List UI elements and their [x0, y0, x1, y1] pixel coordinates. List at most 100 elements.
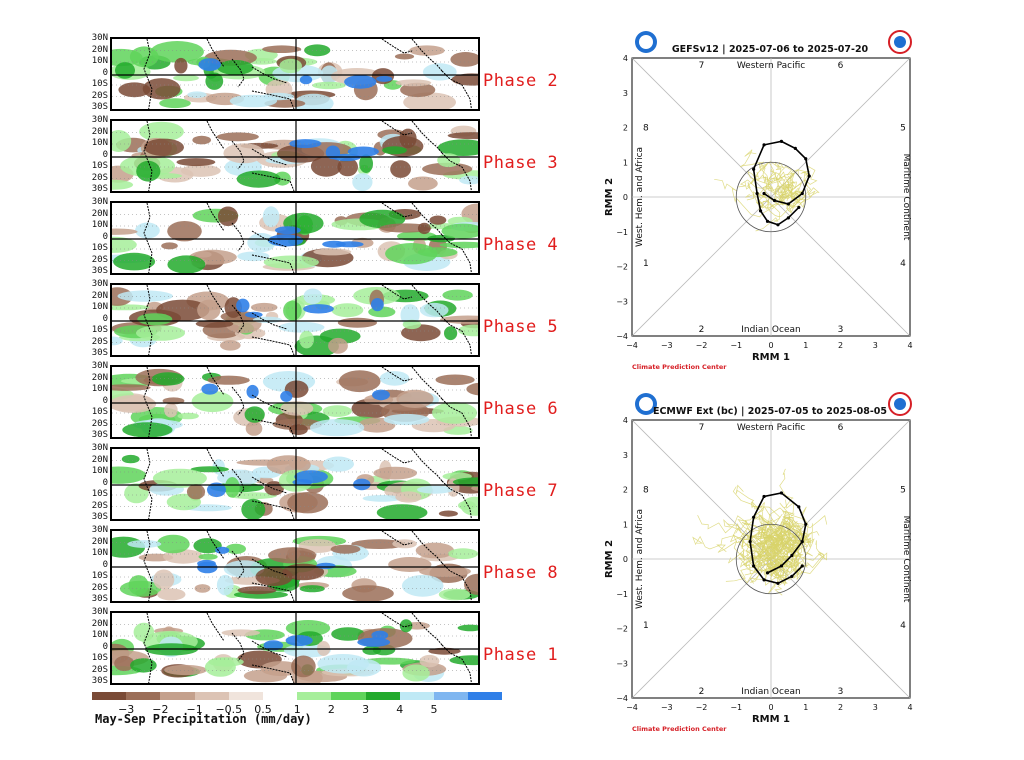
trajectory-point [779, 491, 784, 495]
phase-number: 7 [699, 423, 705, 433]
precip-anomaly-region [352, 173, 373, 191]
coastline [381, 449, 413, 464]
colorbar-tick-label: 4 [396, 703, 404, 716]
precip-anomaly-region [408, 176, 438, 191]
trajectory-point [779, 564, 784, 568]
precip-anomaly-region [402, 319, 422, 330]
region-label-bottom: Indian Ocean [741, 325, 800, 335]
colorbar-tick-label: −0.5 [215, 703, 243, 716]
phase-label: Phase 4 [483, 235, 559, 255]
phase-number: 2 [699, 325, 705, 335]
precip-anomaly-region [244, 406, 265, 423]
trajectory-point [772, 198, 777, 203]
precip-anomaly-region [325, 145, 341, 160]
precip-anomaly-region [193, 538, 222, 554]
precip-anomaly-region [262, 45, 302, 53]
latitude-label: 20N [91, 290, 108, 301]
latitude-label: 20S [91, 500, 108, 511]
coastline [381, 367, 413, 382]
precip-anomaly-region [459, 175, 478, 185]
x-tick-label: −1 [730, 703, 742, 712]
coastline [143, 39, 153, 109]
latitude-label: 10N [91, 138, 108, 148]
precip-anomaly-region [292, 479, 313, 486]
ensemble-member-line [770, 519, 791, 561]
precip-anomaly-region [127, 540, 162, 548]
coastline [231, 550, 245, 580]
latitude-label: 0 [102, 313, 108, 324]
amplitude-circle [735, 161, 807, 233]
coastline [411, 39, 443, 72]
precip-anomaly-region [376, 504, 428, 519]
precip-anomaly-region [338, 370, 381, 393]
coastline [381, 531, 413, 546]
colorbar-segment [160, 692, 195, 700]
x-axis-label: RMM 1 [752, 714, 790, 725]
precip-anomaly-region [422, 63, 457, 81]
region-label-left: West. Hem. and Africa [635, 509, 645, 609]
precip-anomaly-region [228, 492, 277, 500]
precip-anomaly-region [278, 321, 325, 333]
precip-anomaly-region [313, 248, 352, 256]
coastline [251, 312, 288, 330]
trajectory-point [786, 216, 790, 220]
precip-anomaly-region [152, 468, 207, 488]
colorbar-segment [194, 692, 229, 700]
precip-anomaly-region [390, 160, 411, 178]
precip-anomaly-region [263, 255, 319, 269]
ensemble-member-line [735, 484, 784, 541]
precip-anomaly-region [346, 658, 381, 677]
phase-label: Phase 8 [483, 563, 559, 583]
latitude-label: 10S [91, 243, 108, 253]
precip-anomaly-region [112, 130, 132, 152]
ensemble-member-line [723, 518, 776, 543]
colorbar-segment [468, 692, 503, 700]
trajectory-point [755, 191, 759, 196]
precip-anomaly-region [437, 139, 478, 156]
precip-anomaly-region [192, 135, 211, 145]
precip-anomaly-region [280, 401, 314, 416]
precip-anomaly-region [252, 316, 282, 323]
latitude-label: 30S [91, 102, 108, 112]
ensemble-member-line [782, 518, 803, 550]
precip-anomaly-region [207, 375, 250, 385]
precip-anomaly-region [246, 384, 259, 399]
ensemble-member-line [786, 175, 803, 200]
precip-anomaly-region [371, 630, 389, 640]
precip-anomaly-region [415, 542, 455, 559]
precip-anomaly-region [221, 629, 261, 637]
precip-anomaly-region [164, 402, 178, 418]
precip-anomaly-region [197, 299, 221, 321]
trajectory-point [758, 209, 763, 213]
latitude-label: 10S [91, 571, 108, 581]
ensemble-member-line [740, 149, 771, 186]
diagram-title: ECMWF Ext (bc) | 2025-07-05 to 2025-08-0… [653, 406, 887, 417]
coastline [251, 148, 288, 166]
ensemble-member-line [778, 181, 801, 207]
colorbar-tick-label: 2 [327, 703, 335, 716]
precip-anomaly-region [285, 635, 313, 646]
precip-anomaly-region [114, 655, 135, 672]
ensemble-mean-trajectory [752, 140, 811, 226]
latitude-label: 20S [91, 254, 108, 265]
latitude-label: 10N [91, 220, 108, 230]
x-tick-label: −3 [661, 703, 673, 712]
trajectory-point [762, 191, 766, 196]
phase-map-panel [110, 37, 480, 111]
latitude-label: 10N [91, 56, 108, 66]
precip-anomaly-region [444, 326, 458, 341]
precip-anomaly-region [113, 252, 156, 271]
phase-number: 6 [838, 61, 844, 71]
precip-anomaly-region [122, 422, 173, 437]
precip-anomaly-region [161, 242, 178, 250]
coastline [143, 121, 153, 191]
credit-label: Climate Prediction Center [632, 363, 727, 370]
latitude-label: 30N [91, 525, 108, 535]
precip-anomaly-region [438, 588, 471, 601]
latitude-label: 20S [91, 336, 108, 347]
precip-anomaly-region [142, 78, 181, 100]
precip-anomaly-region [217, 60, 254, 75]
colorbar-segment [434, 692, 469, 700]
y-tick-label: 1 [623, 520, 628, 529]
latitude-label: 0 [102, 395, 108, 406]
